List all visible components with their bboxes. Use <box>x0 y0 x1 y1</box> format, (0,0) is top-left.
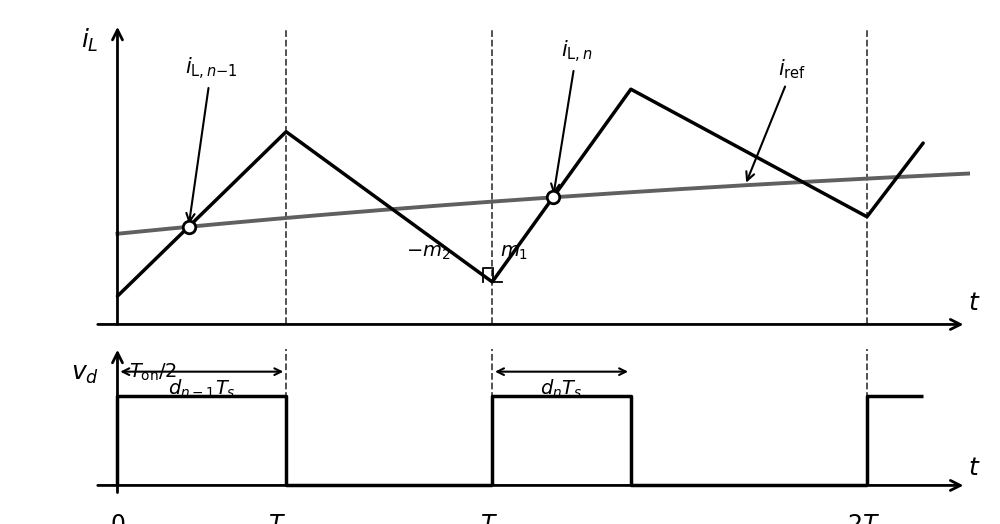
Text: $T_{\mathrm{on}}/2$: $T_{\mathrm{on}}/2$ <box>129 362 176 383</box>
Text: $i_{\mathrm{L},n}$: $i_{\mathrm{L},n}$ <box>551 39 592 192</box>
Text: $2T_{\mathrm{s}}$: $2T_{\mathrm{s}}$ <box>847 512 887 524</box>
Text: $T_{\mathrm{s}}$: $T_{\mathrm{s}}$ <box>480 512 504 524</box>
Text: $i_{\mathit{L}}$: $i_{\mathit{L}}$ <box>81 27 99 54</box>
Text: $d_n T_s$: $d_n T_s$ <box>540 378 583 400</box>
Text: $t$: $t$ <box>968 290 981 314</box>
Text: $T_{\mathrm{on}}$: $T_{\mathrm{on}}$ <box>268 512 304 524</box>
Text: $-m_2$: $-m_2$ <box>406 243 451 262</box>
Text: $m_1$: $m_1$ <box>500 243 528 262</box>
Text: $0$: $0$ <box>110 512 125 524</box>
Text: $t$: $t$ <box>968 456 981 481</box>
Text: $d_{n-1}T_s$: $d_{n-1}T_s$ <box>168 378 236 400</box>
Text: $i_{\mathrm{ref}}$: $i_{\mathrm{ref}}$ <box>746 58 806 180</box>
Text: $i_{\mathrm{L},n\mathit{-}1}$: $i_{\mathrm{L},n\mathit{-}1}$ <box>185 56 238 222</box>
Text: $v_{\mathit{d}}$: $v_{\mathit{d}}$ <box>71 362 99 386</box>
